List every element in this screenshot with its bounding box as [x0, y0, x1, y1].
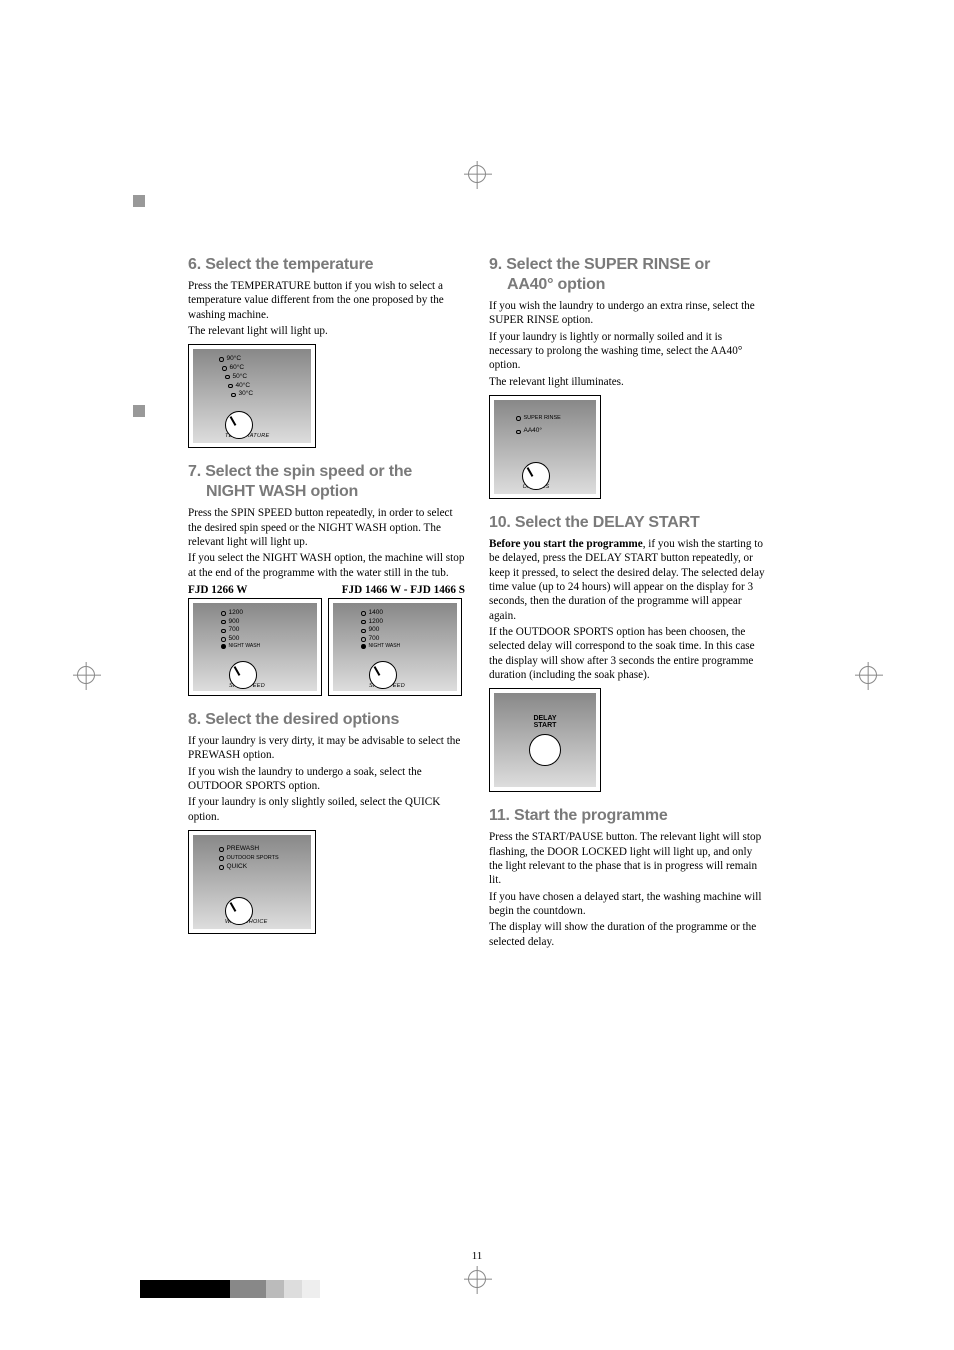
body-text: If you wish the laundry to undergo an ex… — [489, 299, 766, 328]
spin-dial-icon — [369, 661, 397, 689]
body-text: Press the SPIN SPEED button repeatedly, … — [188, 506, 465, 549]
rinse-option: SUPER RINSE — [524, 416, 561, 422]
spin-speed-panels: 1200 900 700 500 NIGHT WASH SPIN SPEED — [188, 598, 465, 696]
temp-option: 30°C — [239, 390, 254, 399]
crop-mark-top — [468, 165, 486, 183]
body-text: If the OUTDOOR SPORTS option has been ch… — [489, 625, 766, 682]
section-10: 10. Select the DELAY START Before you st… — [489, 513, 766, 792]
model-headers: FJD 1266 W FJD 1466 W - FJD 1466 S — [188, 584, 465, 596]
body-text: If your laundry is lightly or normally s… — [489, 330, 766, 373]
body-text: If your laundry is only slightly soiled,… — [188, 795, 465, 824]
body-text: If you select the NIGHT WASH option, the… — [188, 551, 465, 580]
wash-option: OUTDOOR SPORTS — [227, 856, 279, 862]
page-content: 6. Select the temperature Press the TEMP… — [188, 255, 766, 963]
spin-option: NIGHT WASH — [369, 644, 401, 649]
body-text: If you have chosen a delayed start, the … — [489, 890, 766, 919]
wash-option: PREWASH — [227, 845, 260, 854]
temp-option: 60°C — [230, 364, 245, 373]
section-6: 6. Select the temperature Press the TEMP… — [188, 255, 465, 448]
body-text: Press the START/PAUSE button. The releva… — [489, 830, 766, 887]
delay-start-panel: DELAYSTART — [489, 688, 766, 792]
spin-option: 700 — [229, 626, 240, 635]
model-label: FJD 1266 W — [188, 584, 247, 596]
options-panel: SUPER RINSE AA40° OPTIONS — [489, 395, 766, 499]
color-bar — [140, 1280, 320, 1298]
delay-dial-icon — [529, 734, 561, 766]
body-text: If your laundry is very dirty, it may be… — [188, 734, 465, 763]
registration-square — [133, 405, 145, 417]
body-text: Press the TEMPERATURE button if you wish… — [188, 279, 465, 322]
heading-11: 11. Start the programme — [489, 806, 766, 826]
wash-choice-panel: PREWASH OUTDOOR SPORTS QUICK WASH CHOICE — [188, 830, 465, 934]
model-label: FJD 1466 W - FJD 1466 S — [342, 584, 465, 596]
left-column: 6. Select the temperature Press the TEMP… — [188, 255, 465, 963]
crop-mark-right — [859, 666, 877, 684]
spin-option: 1200 — [369, 618, 383, 627]
heading-8: 8. Select the desired options — [188, 710, 465, 730]
body-text: If you wish the laundry to undergo a soa… — [188, 765, 465, 794]
section-7: 7. Select the spin speed or theNIGHT WAS… — [188, 462, 465, 696]
spin-option: 900 — [369, 626, 380, 635]
heading-6: 6. Select the temperature — [188, 255, 465, 275]
wash-dial-icon — [225, 897, 253, 925]
body-text: The relevant light illuminates. — [489, 375, 766, 389]
heading-7: 7. Select the spin speed or theNIGHT WAS… — [188, 462, 465, 502]
temp-option: 50°C — [233, 373, 248, 382]
spin-dial-icon — [229, 661, 257, 689]
temp-option: 90°C — [227, 355, 242, 364]
crop-mark-bottom — [468, 1270, 486, 1288]
right-column: 9. Select the SUPER RINSE orAA40° option… — [489, 255, 766, 963]
spin-option: 1200 — [229, 609, 243, 618]
wash-option: QUICK — [227, 863, 248, 872]
heading-9: 9. Select the SUPER RINSE orAA40° option — [489, 255, 766, 295]
rinse-option: AA40° — [524, 427, 543, 436]
temperature-panel: 90°C 60°C 50°C 40°C 30°C TEMPERATURE — [188, 344, 465, 448]
spin-option: 1400 — [369, 609, 383, 618]
heading-10: 10. Select the DELAY START — [489, 513, 766, 533]
section-9: 9. Select the SUPER RINSE orAA40° option… — [489, 255, 766, 499]
body-text: The display will show the duration of th… — [489, 920, 766, 949]
delay-label: DELAYSTART — [533, 715, 556, 730]
page-number: 11 — [472, 1250, 483, 1262]
spin-option: 900 — [229, 618, 240, 627]
options-dial-icon — [522, 462, 550, 490]
section-11: 11. Start the programme Press the START/… — [489, 806, 766, 949]
body-text: The relevant light will light up. — [188, 324, 465, 338]
crop-mark-left — [77, 666, 95, 684]
spin-option: NIGHT WASH — [229, 644, 261, 649]
section-8: 8. Select the desired options If your la… — [188, 710, 465, 934]
registration-square — [133, 195, 145, 207]
body-text: Before you start the programme, if you w… — [489, 537, 766, 623]
